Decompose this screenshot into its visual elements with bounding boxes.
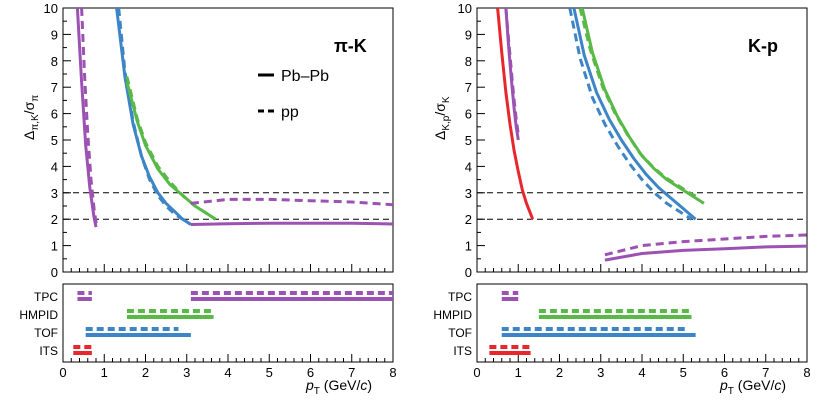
left-y-tick-label: 0 xyxy=(51,265,58,280)
left-series-tpc-pp xyxy=(190,197,393,207)
left-title: π-K xyxy=(334,36,367,56)
right-curves xyxy=(496,8,807,262)
right-x-tick-label: 7 xyxy=(762,365,769,380)
left-curves xyxy=(75,8,393,228)
right-y-tick-label: 10 xyxy=(458,1,472,16)
left-x-tick-label: 7 xyxy=(348,365,355,380)
right-title: K-p xyxy=(748,36,778,56)
left-y-tick-label: 5 xyxy=(51,133,58,148)
left-detector-label-tof: TOF xyxy=(34,326,58,340)
left-detector-frame xyxy=(62,283,394,363)
left-series-hmpid-pp xyxy=(125,76,217,221)
right-x-tick-label: 1 xyxy=(515,365,522,380)
right-y-tick-label: 1 xyxy=(465,239,472,254)
left-x-tick-label: 0 xyxy=(59,365,66,380)
right-x-tick-label: 0 xyxy=(473,365,480,380)
right-x-tick-label: 4 xyxy=(638,365,645,380)
right-y-tick-label: 4 xyxy=(465,159,472,174)
left-ylabel: Δπ,K/σπ xyxy=(21,95,41,140)
left-plot: 0 1 2 3 4 5 6 7 8 9 10 0 1 2 3 4 5 6 7 8 TPC HMPID TOF ITS xyxy=(19,1,396,380)
right-y-tick-label: 2 xyxy=(465,212,472,227)
right-detector-label-its: ITS xyxy=(453,344,472,358)
right-y-tick-label: 9 xyxy=(465,27,472,42)
right-xlabel: pT (GeV/c) xyxy=(719,377,786,397)
right-series-tpc-pp xyxy=(604,233,807,257)
legend-pbpb-label: Pb–Pb xyxy=(281,68,329,85)
right-y-tick-label: 7 xyxy=(465,80,472,95)
left-x-tick-label: 3 xyxy=(183,365,190,380)
left-detector-label-hmpid: HMPID xyxy=(19,308,58,322)
left-x-tick-label: 6 xyxy=(307,365,314,380)
left-series-tpc-pp xyxy=(80,8,99,228)
left-y-tick-label: 9 xyxy=(51,27,58,42)
right-plot: 0 1 2 3 4 5 6 7 8 9 10 0 1 2 3 4 5 6 7 8 TPC HMPID TOF ITS xyxy=(433,1,810,380)
left-y-tick-label: 2 xyxy=(51,212,58,227)
right-y-tick-label: 8 xyxy=(465,54,472,69)
left-detector-label-tpc: TPC xyxy=(34,290,58,304)
right-series-hmpid-pb-pb xyxy=(580,8,705,205)
right-detector-label-hmpid: HMPID xyxy=(433,308,472,322)
right-y-tick-label: 0 xyxy=(465,265,472,280)
right-series-tpc-pp xyxy=(504,8,520,135)
right-y-tick-label: 3 xyxy=(465,186,472,201)
left-legend: Pb–Pb pp xyxy=(258,68,329,121)
right-x-tick-label: 8 xyxy=(803,365,810,380)
right-ylabel: ΔK,p/σK xyxy=(432,96,452,140)
left-y-tick-label: 6 xyxy=(51,107,58,122)
left-y-tick-label: 4 xyxy=(51,159,58,174)
left-y-tick-label: 8 xyxy=(51,54,58,69)
right-x-tick-label: 5 xyxy=(680,365,687,380)
left-series-tpc-pb-pb xyxy=(190,221,393,226)
right-panel: K-p ΔK,p/σK pT (GeV/c) xyxy=(432,36,786,397)
right-y-tick-label: 5 xyxy=(465,133,472,148)
right-series-its-pb-pb xyxy=(496,8,535,220)
left-panel: π-K Pb–Pb pp Δπ,K/σπ pT (GeV/c) xyxy=(21,36,372,397)
right-series-tof-pb-pb xyxy=(572,8,697,221)
legend-pp-label: pp xyxy=(281,104,299,121)
right-detector-label-tpc: TPC xyxy=(448,290,472,304)
left-x-tick-label: 8 xyxy=(389,365,396,380)
left-xlabel: pT (GeV/c) xyxy=(305,377,372,397)
left-y-tick-label: 3 xyxy=(51,186,58,201)
right-x-tick-label: 6 xyxy=(721,365,728,380)
right-y-tick-label: 6 xyxy=(465,107,472,122)
left-series-tof-pp xyxy=(117,8,192,226)
left-x-tick-label: 4 xyxy=(224,365,231,380)
left-x-tick-label: 5 xyxy=(266,365,273,380)
right-x-tick-label: 2 xyxy=(556,365,563,380)
right-series-tof-pp xyxy=(568,8,693,221)
right-x-tick-label: 3 xyxy=(597,365,604,380)
left-detector-label-its: ITS xyxy=(39,344,58,358)
left-y-tick-label: 10 xyxy=(44,1,58,16)
right-detector-label-tof: TOF xyxy=(448,326,472,340)
right-detector-frame xyxy=(476,283,808,363)
left-y-tick-label: 1 xyxy=(51,239,58,254)
left-x-tick-label: 1 xyxy=(101,365,108,380)
right-series-tpc-pb-pb xyxy=(604,244,807,262)
left-x-tick-label: 2 xyxy=(142,365,149,380)
left-y-tick-label: 7 xyxy=(51,80,58,95)
right-series-hmpid-pp xyxy=(578,8,701,200)
